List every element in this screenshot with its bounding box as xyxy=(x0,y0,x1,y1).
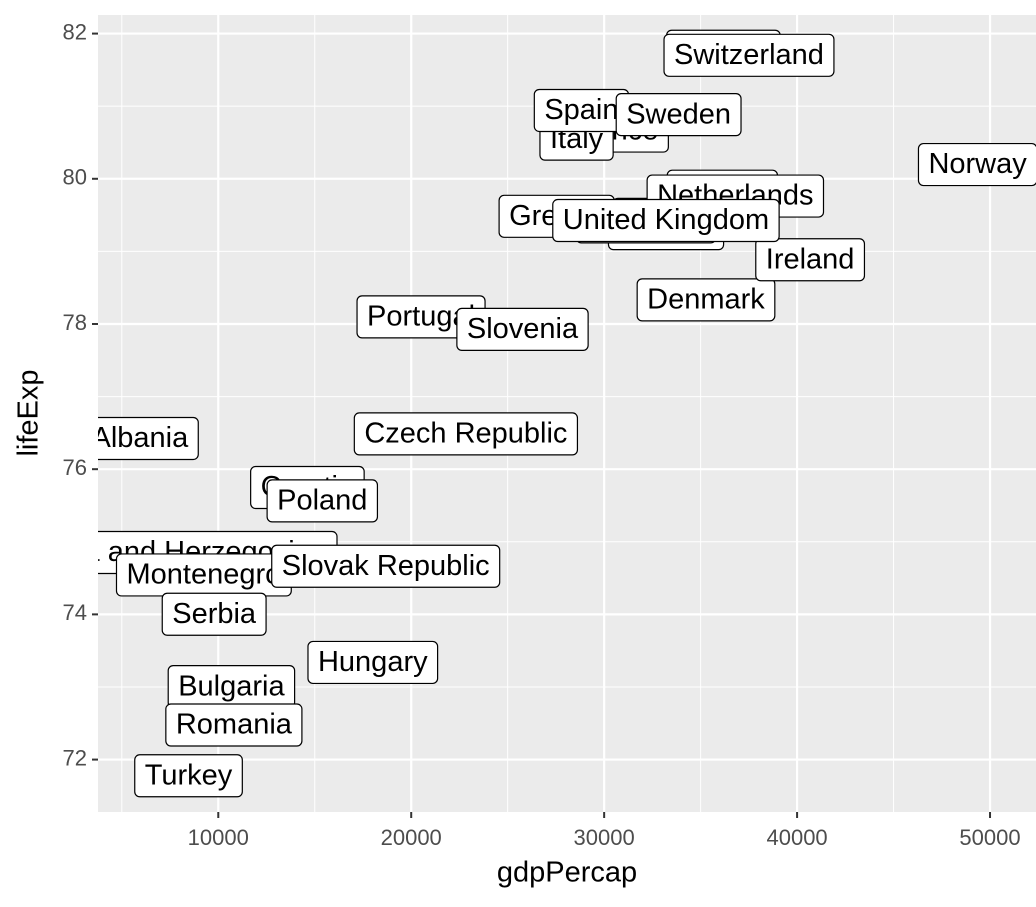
label-text: Serbia xyxy=(172,598,257,630)
label-text: Albania xyxy=(92,422,190,454)
label-text: Turkey xyxy=(145,759,233,791)
point-label: Serbia xyxy=(161,592,267,636)
point-label: Sweden xyxy=(615,93,742,137)
point-label: Denmark xyxy=(636,278,776,322)
label-text: Poland xyxy=(277,485,367,517)
point-label: Slovenia xyxy=(456,307,589,351)
x-tick-label: 10000 xyxy=(188,825,249,850)
label-box xyxy=(98,416,199,461)
point-label: Switzerland xyxy=(663,33,835,77)
label-text: Czech Republic xyxy=(364,418,567,450)
label-text: Ireland xyxy=(766,243,855,275)
point-label: United Kingdom xyxy=(552,198,780,243)
label-text: Slovak Republic xyxy=(282,550,490,582)
label-text: Hungary xyxy=(318,646,428,678)
point-label: Norway xyxy=(917,142,1036,187)
axes: 10000 20000 30000 40000 50000 72 74 76 78 80 82 xyxy=(63,19,1021,849)
x-tick-label: 50000 xyxy=(959,825,1020,850)
point-label: Bulgaria xyxy=(167,665,296,709)
label-text: United Kingdom xyxy=(563,204,769,236)
label-box xyxy=(353,412,579,456)
label-box xyxy=(165,703,303,747)
label-text: Slovenia xyxy=(467,313,579,345)
label-box xyxy=(456,307,589,351)
point-label: Ireland xyxy=(755,238,866,282)
point-label: Czech Republic xyxy=(353,412,579,456)
label-text: Sweden xyxy=(626,98,731,130)
y-tick-label: 78 xyxy=(63,310,87,335)
x-axis-title: gdpPercap xyxy=(497,857,637,889)
y-axis-title: lifeExp xyxy=(13,369,45,456)
label-box xyxy=(271,544,501,588)
label-text: Romania xyxy=(176,709,293,741)
label-box xyxy=(917,142,1036,187)
point-label: Turkey xyxy=(134,754,243,798)
label-box xyxy=(266,479,379,523)
label-box xyxy=(307,640,439,685)
label-text: Spain xyxy=(544,94,618,126)
y-tick-label: 72 xyxy=(63,745,87,770)
label-box xyxy=(636,278,776,322)
label-text: Switzerland xyxy=(674,39,824,71)
labels: AlbaniaAustriaBelgiumBosnia and Herzegov… xyxy=(92,29,1036,798)
label-text: Norway xyxy=(928,148,1027,180)
point-label: Spain xyxy=(533,88,630,133)
label-box xyxy=(755,238,866,282)
x-tick-label: 20000 xyxy=(381,825,442,850)
label-text: Montenegro xyxy=(126,559,281,591)
point-label: Poland xyxy=(266,479,379,523)
label-box xyxy=(161,592,267,636)
point-label: Romania xyxy=(165,703,303,747)
point-label: Albania xyxy=(92,416,199,461)
y-tick-label: 82 xyxy=(63,19,87,44)
label-text: Bulgaria xyxy=(178,670,285,702)
y-tick-label: 80 xyxy=(63,165,87,190)
label-text: Denmark xyxy=(647,284,765,316)
x-tick-label: 40000 xyxy=(766,825,827,850)
point-label: Hungary xyxy=(307,640,439,685)
y-tick-label: 74 xyxy=(63,600,87,625)
label-box xyxy=(615,93,742,137)
label-box xyxy=(663,33,835,77)
y-tick-label: 76 xyxy=(63,455,87,480)
point-label: Slovak Republic xyxy=(271,544,501,588)
x-tick-label: 30000 xyxy=(574,825,635,850)
label-box xyxy=(134,754,243,798)
label-box xyxy=(552,198,780,243)
point-label: Montenegro xyxy=(115,553,292,597)
